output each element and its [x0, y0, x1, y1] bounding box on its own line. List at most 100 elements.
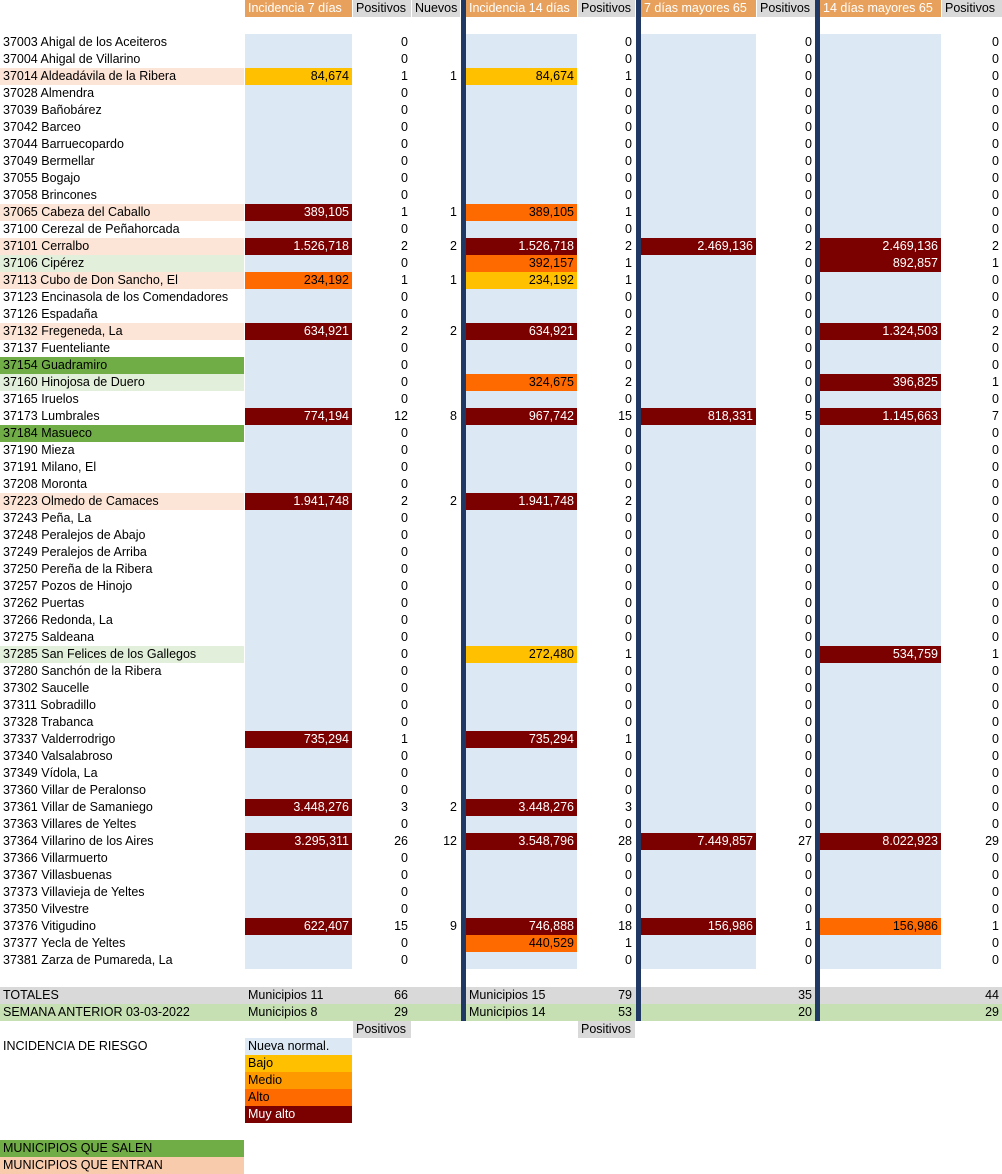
- cell-incidencia-7[interactable]: [245, 289, 352, 306]
- cell-incidencia-7[interactable]: 1.526,718: [245, 238, 352, 255]
- previous-positivos-14[interactable]: 53: [618, 1005, 632, 1019]
- cell-positivos-7[interactable]: 0: [401, 936, 408, 950]
- cell-incidencia-14[interactable]: 634,921: [466, 323, 577, 340]
- cell-positivos-m14[interactable]: 0: [992, 936, 999, 950]
- cell-positivos-m7[interactable]: 0: [805, 358, 812, 372]
- header-positivos-7[interactable]: Positivos: [353, 0, 411, 17]
- cell-positivos-7[interactable]: 0: [401, 443, 408, 457]
- cell-positivos-7[interactable]: 0: [401, 307, 408, 321]
- cell-mayores-65-14[interactable]: [820, 867, 941, 884]
- cell-positivos-m7[interactable]: 0: [805, 562, 812, 576]
- cell-positivos-m7[interactable]: 0: [805, 613, 812, 627]
- municipio-name[interactable]: 37191 Milano, El: [3, 460, 97, 474]
- cell-positivos-m7[interactable]: 27: [798, 834, 812, 848]
- cell-positivos-m7[interactable]: 0: [805, 528, 812, 542]
- cell-nuevos[interactable]: [412, 442, 460, 459]
- cell-positivos-7[interactable]: 0: [401, 851, 408, 865]
- cell-incidencia-14[interactable]: [466, 187, 577, 204]
- cell-mayores-65-14[interactable]: [820, 680, 941, 697]
- cell-positivos-m14[interactable]: 0: [992, 817, 999, 831]
- cell-nuevos[interactable]: [412, 782, 460, 799]
- cell-incidencia-14[interactable]: [466, 170, 577, 187]
- cell-positivos-m14[interactable]: 0: [992, 766, 999, 780]
- cell-positivos-7[interactable]: 0: [401, 868, 408, 882]
- cell-incidencia-7[interactable]: [245, 510, 352, 527]
- municipio-name[interactable]: 37106 Cipérez: [0, 255, 244, 272]
- cell-incidencia-14[interactable]: [466, 765, 577, 782]
- cell-positivos-m14[interactable]: 0: [992, 341, 999, 355]
- cell-mayores-65-14[interactable]: 396,825: [820, 374, 941, 391]
- cell-incidencia-7[interactable]: [245, 340, 352, 357]
- cell-positivos-14[interactable]: 0: [625, 766, 632, 780]
- cell-positivos-14[interactable]: 0: [625, 341, 632, 355]
- cell-positivos-m14[interactable]: 0: [992, 392, 999, 406]
- cell-nuevos[interactable]: [412, 255, 460, 272]
- cell-positivos-7[interactable]: 1: [401, 205, 408, 219]
- cell-mayores-65-14[interactable]: [820, 340, 941, 357]
- cell-mayores-65-14[interactable]: [820, 289, 941, 306]
- cell-positivos-m7[interactable]: 0: [805, 953, 812, 967]
- cell-mayores-65-14[interactable]: [820, 884, 941, 901]
- cell-incidencia-7[interactable]: [245, 697, 352, 714]
- cell-incidencia-7[interactable]: 774,194: [245, 408, 352, 425]
- municipio-name[interactable]: 37004 Ahigal de Villarino: [3, 52, 141, 66]
- cell-positivos-m14[interactable]: 0: [992, 664, 999, 678]
- header-incidencia-14[interactable]: Incidencia 14 días: [466, 0, 577, 17]
- header-mayores-65-14[interactable]: 14 días mayores 65: [820, 0, 941, 17]
- cell-mayores-65-14[interactable]: [820, 306, 941, 323]
- cell-mayores-65-7[interactable]: [641, 272, 756, 289]
- cell-positivos-m7[interactable]: 0: [805, 800, 812, 814]
- cell-mayores-65-7[interactable]: [641, 561, 756, 578]
- cell-positivos-m7[interactable]: 0: [805, 52, 812, 66]
- cell-positivos-m7[interactable]: 0: [805, 86, 812, 100]
- cell-positivos-7[interactable]: 0: [401, 103, 408, 117]
- municipio-name[interactable]: 37160 Hinojosa de Duero: [0, 374, 244, 391]
- cell-positivos-m7[interactable]: 0: [805, 902, 812, 916]
- cell-incidencia-7[interactable]: [245, 34, 352, 51]
- cell-positivos-14[interactable]: 0: [625, 35, 632, 49]
- cell-mayores-65-14[interactable]: [820, 425, 941, 442]
- municipio-name[interactable]: 37165 Iruelos: [3, 392, 79, 406]
- cell-mayores-65-7[interactable]: [641, 663, 756, 680]
- municipio-name[interactable]: 37275 Saldeana: [3, 630, 95, 644]
- cell-incidencia-7[interactable]: 234,192: [245, 272, 352, 289]
- municipio-name[interactable]: 37055 Bogajo: [3, 171, 81, 185]
- totals-positivos-m14[interactable]: 44: [985, 988, 999, 1002]
- cell-positivos-14[interactable]: 2: [625, 375, 632, 389]
- cell-incidencia-7[interactable]: [245, 663, 352, 680]
- cell-positivos-14[interactable]: 0: [625, 103, 632, 117]
- cell-mayores-65-14[interactable]: 1.324,503: [820, 323, 941, 340]
- cell-positivos-m7[interactable]: 0: [805, 715, 812, 729]
- cell-positivos-14[interactable]: 0: [625, 698, 632, 712]
- cell-incidencia-14[interactable]: 234,192: [466, 272, 577, 289]
- cell-positivos-m14[interactable]: 0: [992, 443, 999, 457]
- cell-positivos-7[interactable]: 0: [401, 426, 408, 440]
- cell-positivos-m14[interactable]: 0: [992, 749, 999, 763]
- cell-positivos-m14[interactable]: 0: [992, 953, 999, 967]
- municipio-name[interactable]: 37123 Encinasola de los Comendadores: [3, 290, 229, 304]
- cell-mayores-65-7[interactable]: [641, 102, 756, 119]
- cell-nuevos[interactable]: [412, 136, 460, 153]
- cell-incidencia-7[interactable]: [245, 357, 352, 374]
- cell-mayores-65-14[interactable]: [820, 748, 941, 765]
- cell-positivos-14[interactable]: 28: [618, 834, 632, 848]
- cell-positivos-7[interactable]: 0: [401, 188, 408, 202]
- cell-positivos-14[interactable]: 0: [625, 851, 632, 865]
- cell-incidencia-14[interactable]: [466, 561, 577, 578]
- cell-mayores-65-14[interactable]: [820, 272, 941, 289]
- cell-positivos-m7[interactable]: 0: [805, 392, 812, 406]
- cell-positivos-7[interactable]: 0: [401, 749, 408, 763]
- totals-positivos-m7[interactable]: 35: [798, 988, 812, 1002]
- municipio-name[interactable]: 37184 Masueco: [0, 425, 244, 442]
- cell-positivos-14[interactable]: 0: [625, 902, 632, 916]
- cell-incidencia-7[interactable]: [245, 391, 352, 408]
- cell-mayores-65-14[interactable]: [820, 357, 941, 374]
- totals-municipios-14[interactable]: Municipios 15: [469, 988, 546, 1002]
- cell-positivos-m7[interactable]: 0: [805, 137, 812, 151]
- cell-positivos-m14[interactable]: 0: [992, 120, 999, 134]
- cell-positivos-7[interactable]: 0: [401, 86, 408, 100]
- cell-positivos-7[interactable]: 0: [401, 664, 408, 678]
- cell-positivos-14[interactable]: 0: [625, 885, 632, 899]
- cell-positivos-m14[interactable]: 1: [992, 919, 999, 933]
- previous-municipios-14[interactable]: Municipios 14: [469, 1005, 546, 1019]
